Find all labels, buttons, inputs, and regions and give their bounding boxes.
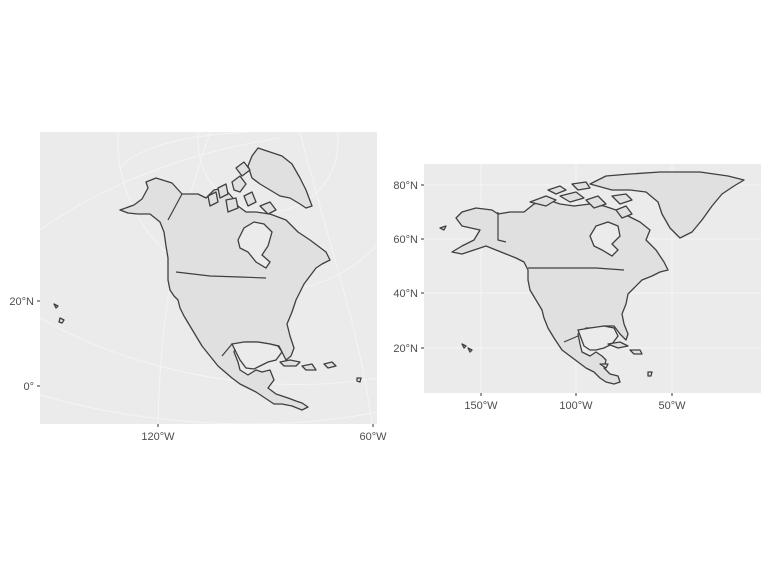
gulf-of-mexico [231, 341, 283, 370]
right-x-tick-label: 150°W [464, 400, 498, 412]
right-map-panel: 80°N 60°N 40°N 20°N 150°W 100°W 50°W [393, 164, 761, 412]
hudson-bay [237, 221, 273, 269]
right-y-tick-label: 60°N [393, 234, 418, 246]
right-borders [497, 212, 625, 343]
right-y-axis: 80°N 60°N 40°N 20°N [393, 180, 424, 355]
left-map-panel: 20°N 0° 120°W 60°W [9, 132, 387, 443]
left-x-tick-label: 120°W [141, 431, 175, 443]
left-borders [167, 193, 267, 357]
left-y-tick-label: 0° [23, 381, 34, 393]
right-y-tick-label: 20°N [393, 343, 418, 355]
right-y-tick-label: 80°N [393, 180, 418, 192]
right-x-axis: 150°W 100°W 50°W [464, 393, 686, 412]
left-north-america [53, 147, 362, 411]
hudson-bay [589, 221, 621, 257]
left-x-axis: 120°W 60°W [141, 424, 387, 443]
left-y-tick-label: 20°N [9, 296, 34, 308]
right-y-tick-label: 40°N [393, 288, 418, 300]
left-y-axis: 20°N 0° [9, 296, 40, 393]
right-north-america [439, 171, 745, 385]
right-x-tick-label: 50°W [658, 400, 686, 412]
right-x-tick-label: 100°W [559, 400, 593, 412]
left-x-tick-label: 60°W [359, 431, 387, 443]
